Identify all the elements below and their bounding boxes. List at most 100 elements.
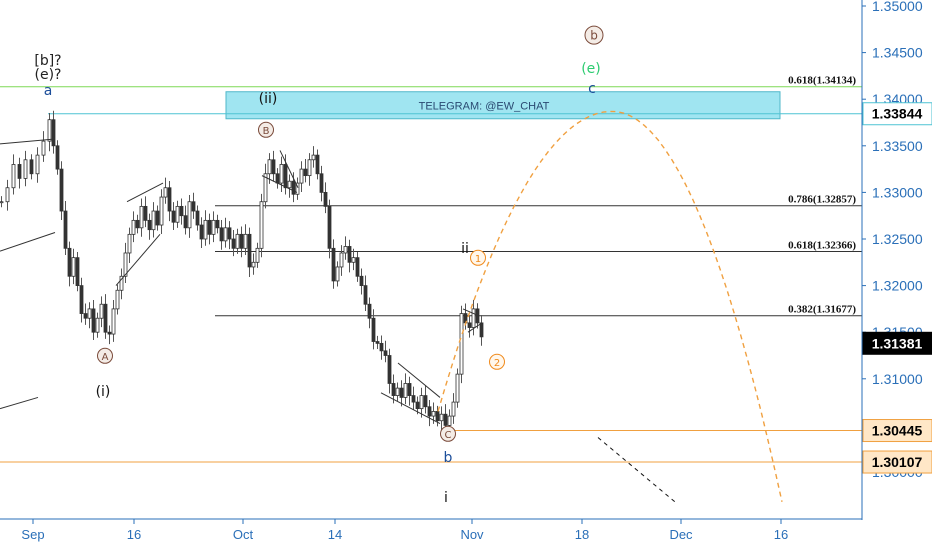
candle-body xyxy=(139,205,144,229)
wave-label-15: c xyxy=(588,81,596,97)
candle-body xyxy=(319,173,324,193)
candle-body xyxy=(107,331,112,335)
price-tag-box xyxy=(862,331,932,355)
candle-body xyxy=(35,154,40,175)
candle-body xyxy=(41,140,46,156)
candle-body xyxy=(111,308,116,335)
x-tick-label: Sep xyxy=(21,527,44,542)
wave-label-11: 1 xyxy=(475,254,481,265)
candle-body xyxy=(103,303,108,333)
x-tick-label: 16 xyxy=(774,527,788,542)
wave-label-circle-5 xyxy=(97,347,113,364)
trend-line xyxy=(261,175,298,193)
candle-body xyxy=(423,395,428,408)
candle-body xyxy=(295,182,300,195)
candle-body xyxy=(363,285,368,305)
candle-body xyxy=(51,119,56,147)
candle-body xyxy=(455,373,460,403)
candle-body xyxy=(427,406,432,417)
candle-body xyxy=(283,164,288,189)
candle-body xyxy=(131,219,136,235)
wave-label-circle-4 xyxy=(258,121,274,138)
telegram-zone-label: TELEGRAM: @EW_CHAT xyxy=(419,100,550,112)
candle-body xyxy=(335,266,340,282)
wave-label-13: b xyxy=(590,29,598,43)
candle-body xyxy=(91,308,96,333)
candle-body xyxy=(215,219,220,229)
candle-body xyxy=(199,224,204,240)
wave-label-circle-13 xyxy=(584,25,604,45)
trend-line xyxy=(462,308,479,316)
trend-line xyxy=(0,396,39,410)
wave-label-circle-12 xyxy=(489,353,505,370)
x-tick-label: 18 xyxy=(575,527,589,542)
candle-body xyxy=(239,233,244,249)
candle-body xyxy=(399,387,404,398)
candle-body xyxy=(127,233,132,254)
candle-body xyxy=(171,210,176,223)
candle-body xyxy=(123,252,128,277)
candle-body xyxy=(219,227,224,242)
candle-body xyxy=(251,261,256,268)
y-tick-label: 1.34500 xyxy=(872,45,923,61)
y-tick-label: 1.33500 xyxy=(872,138,923,154)
candle-body xyxy=(87,308,92,319)
candle-body xyxy=(367,303,372,319)
price-tag-label: 1.30445 xyxy=(872,423,923,439)
candle-body xyxy=(379,342,384,352)
trend-line xyxy=(0,138,53,145)
candle-body xyxy=(47,119,52,142)
candle-body xyxy=(287,180,292,189)
candle-body xyxy=(59,168,64,212)
candle-body xyxy=(23,159,28,179)
candle-body xyxy=(347,246,352,263)
candle-body xyxy=(159,196,164,226)
wave-label-circle-11 xyxy=(470,249,486,266)
y-tick-label: 1.32500 xyxy=(872,231,923,247)
candle-body xyxy=(479,322,484,338)
candle-body xyxy=(79,285,84,314)
candle-body xyxy=(211,219,216,235)
candle-body xyxy=(151,210,156,231)
fib-label-3: 0.382(1.31677) xyxy=(788,304,856,316)
candle-body xyxy=(411,395,416,403)
candle-body xyxy=(275,173,280,184)
candle-body xyxy=(179,205,184,217)
candle-body xyxy=(135,219,140,229)
wave-label-6: (i) xyxy=(96,384,111,400)
candle-body xyxy=(231,238,236,249)
candle-body xyxy=(5,187,10,203)
wave-label-3: (ii) xyxy=(259,91,278,107)
candle-body xyxy=(451,401,456,417)
candle-body xyxy=(447,415,452,426)
wave-label-9: i xyxy=(444,490,448,506)
price-tag-box xyxy=(862,419,932,443)
wave-label-8: b xyxy=(444,450,453,466)
price-tag-label: 1.33844 xyxy=(872,106,923,122)
candle-body xyxy=(339,252,344,268)
candle-body xyxy=(75,257,80,287)
candle-body xyxy=(115,289,120,310)
candle-body xyxy=(187,201,192,229)
fib-label-0: 0.618(1.34134) xyxy=(788,75,856,87)
candle-body xyxy=(191,201,196,212)
candle-body xyxy=(419,395,424,410)
price-tag-box xyxy=(862,450,932,474)
candle-body xyxy=(243,233,248,249)
candle-body xyxy=(443,413,448,426)
trend-line xyxy=(467,322,483,333)
candle-body xyxy=(439,413,444,422)
candle-body xyxy=(183,215,188,229)
candle-body xyxy=(83,313,88,319)
candle-body xyxy=(471,308,476,328)
candle-body xyxy=(387,355,392,384)
x-tick-label: Nov xyxy=(460,527,484,542)
candle-body xyxy=(235,233,240,249)
candle-body xyxy=(475,308,480,324)
wave-label-2: a xyxy=(44,83,53,99)
candle-body xyxy=(459,313,464,375)
candle-body xyxy=(315,154,320,175)
price-tag-label: 1.31381 xyxy=(872,335,923,351)
candle-body xyxy=(291,180,296,195)
